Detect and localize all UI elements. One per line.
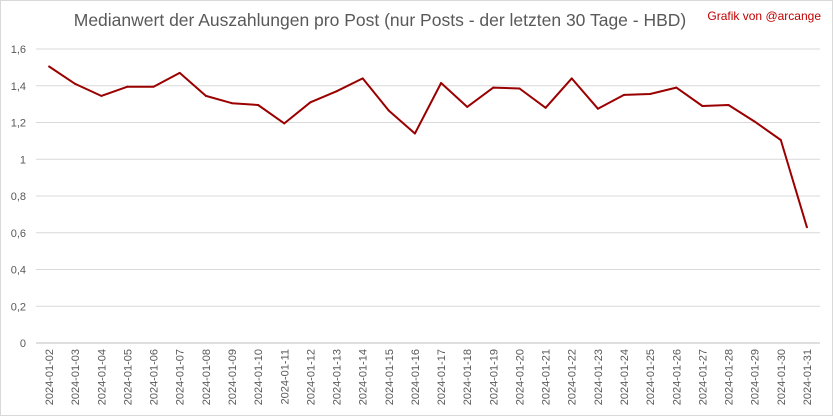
series-line — [48, 65, 808, 228]
y-tick-label: 0,8 — [11, 191, 26, 203]
x-tick-label: 2024-01-10 — [253, 349, 265, 405]
x-tick-label: 2024-01-06 — [149, 349, 161, 405]
x-tick-label: 2024-01-02 — [44, 349, 56, 405]
x-tick-label: 2024-01-08 — [201, 349, 213, 405]
data-point — [74, 82, 77, 85]
x-tick-label: 2024-01-15 — [384, 349, 396, 405]
series-lines — [48, 65, 808, 229]
x-tick-label: 2024-01-16 — [410, 349, 422, 405]
x-tick-label: 2024-01-03 — [70, 349, 82, 405]
data-point — [649, 93, 652, 96]
data-point — [335, 90, 338, 93]
data-point — [126, 85, 129, 88]
y-tick-label: 1,4 — [11, 81, 26, 93]
data-point — [727, 104, 730, 107]
y-axis-tick-labels: 0 0,2 0,4 0,6 0,8 1 1,2 1,4 1,6 — [11, 44, 26, 350]
x-tick-label: 2024-01-11 — [279, 349, 291, 404]
data-point — [387, 109, 390, 112]
data-point — [753, 120, 756, 123]
y-tick-label: 1,6 — [11, 44, 26, 56]
x-tick-label: 2024-01-23 — [593, 349, 605, 405]
gridlines — [36, 48, 820, 307]
data-point — [570, 77, 573, 80]
x-axis-tick-labels: 2024-01-02 2024-01-03 2024-01-04 2024-01-05… — [44, 349, 814, 405]
data-point — [623, 93, 625, 96]
data-point — [178, 71, 181, 74]
x-tick-label: 2024-01-13 — [332, 349, 344, 405]
data-point — [257, 104, 260, 107]
y-tick-label: 0,2 — [11, 301, 26, 313]
x-tick-label: 2024-01-24 — [619, 349, 631, 405]
data-point — [152, 85, 155, 88]
chart-title: Medianwert der Auszahlungen pro Post (nu… — [73, 10, 687, 30]
x-tick-label: 2024-01-22 — [567, 349, 579, 405]
y-tick-label: 1 — [20, 154, 26, 166]
x-tick-label: 2024-01-09 — [227, 349, 239, 405]
data-point — [596, 107, 599, 110]
x-tick-label: 2024-01-07 — [175, 349, 187, 405]
data-point — [231, 102, 233, 105]
data-point — [805, 226, 808, 229]
data-point — [361, 77, 364, 80]
data-point — [440, 81, 443, 84]
x-tick-label: 2024-01-14 — [358, 349, 370, 405]
x-tick-label: 2024-01-28 — [724, 349, 736, 405]
data-point — [492, 86, 495, 89]
x-tick-label: 2024-01-18 — [462, 349, 474, 405]
x-tick-label: 2024-01-31 — [802, 349, 814, 405]
y-tick-label: 0,6 — [11, 228, 26, 240]
data-point — [779, 138, 782, 141]
data-point — [466, 105, 469, 108]
x-tick-label: 2024-01-04 — [96, 349, 108, 405]
y-tick-label: 0 — [20, 338, 26, 350]
y-tick-label: 0,4 — [11, 265, 26, 277]
data-point — [413, 132, 416, 135]
data-point — [309, 101, 312, 104]
x-tick-label: 2024-01-25 — [645, 349, 657, 405]
x-tick-label: 2024-01-12 — [305, 349, 317, 405]
x-tick-label: 2024-01-29 — [750, 349, 762, 405]
x-tick-label: 2024-01-17 — [436, 349, 448, 405]
data-point — [544, 106, 547, 109]
data-point — [518, 87, 521, 90]
data-point — [204, 94, 207, 97]
data-point — [48, 65, 51, 68]
x-tick-label: 2024-01-26 — [671, 349, 683, 405]
x-tick-label: 2024-01-30 — [776, 349, 788, 405]
x-tick-label: 2024-01-21 — [541, 349, 553, 405]
x-tick-label: 2024-01-05 — [122, 349, 134, 405]
data-point — [100, 94, 103, 97]
y-tick-label: 1,2 — [11, 118, 26, 130]
chart-credit: Grafik von @arcange — [707, 9, 821, 23]
data-point — [675, 86, 678, 89]
x-tick-label: 2024-01-19 — [488, 349, 500, 405]
data-point — [701, 104, 704, 107]
data-point — [283, 122, 286, 125]
x-tick-label: 2024-01-20 — [514, 349, 526, 405]
x-tick-label: 2024-01-27 — [697, 349, 709, 405]
